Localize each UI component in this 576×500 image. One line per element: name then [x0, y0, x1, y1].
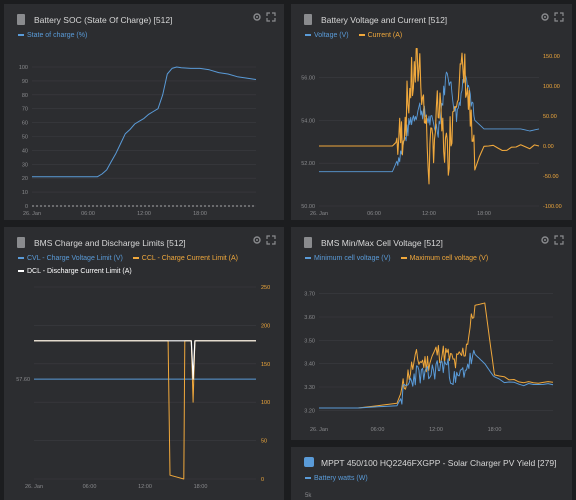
x-tick-label: 12:00: [138, 484, 152, 490]
y-tick-label: 20: [22, 176, 28, 182]
legend-item[interactable]: CCL - Charge Current Limit (A): [132, 255, 238, 262]
voltage-current-panel: Battery Voltage and Current [512] Voltag…: [291, 4, 572, 220]
y-tick-label-right: 50: [261, 439, 267, 445]
y-tick-label: 70: [22, 107, 28, 113]
legend-item[interactable]: Current (A): [358, 32, 402, 39]
x-tick-label: 26. Jan: [310, 427, 328, 433]
database-icon: [304, 237, 312, 248]
y-tick-label-right: 250: [261, 285, 270, 291]
current-series-line: [319, 47, 540, 185]
legend-item[interactable]: DCL - Discharge Current Limit (A): [18, 268, 132, 275]
legend-item[interactable]: State of charge (%): [18, 32, 87, 39]
y-tick-label: 3.30: [304, 385, 315, 391]
database-icon: [304, 14, 312, 25]
x-tick-label: 18:00: [488, 427, 502, 433]
x-tick-label: 06:00: [83, 484, 97, 490]
cells-chart: 3.70 3.60 3.50 3.40 3.30 3.20 26. Jan 06:00 12:0…: [304, 292, 554, 433]
chart-legend: Battery watts (W): [305, 475, 376, 482]
y-tick-label: 30: [22, 162, 28, 168]
y-tick-label: 40: [22, 148, 28, 154]
mppt-panel: MPPT 450/100 HQ2246FXGPP - Solar Charger…: [291, 447, 572, 500]
panel-title: Battery SOC (State Of Charge) [512]: [34, 15, 173, 25]
expand-icon[interactable]: [554, 12, 564, 22]
voltage-series-line: [319, 71, 540, 173]
x-tick-label: 26. Jan: [23, 211, 41, 217]
y-tick-label-right: 100.00: [543, 84, 560, 90]
x-tick-label: 18:00: [193, 211, 207, 217]
gear-icon[interactable]: [540, 12, 550, 22]
y-tick-label: 10: [22, 190, 28, 196]
y-tick-label: 3.70: [304, 292, 315, 298]
x-tick-label: 26. Jan: [25, 484, 43, 490]
y-tick-label: 50.00: [301, 204, 315, 210]
chart-legend: CVL - Charge Voltage Limit (V) CCL - Cha…: [18, 255, 246, 262]
legend-item[interactable]: CVL - Charge Voltage Limit (V): [18, 255, 123, 262]
chart-legend: Minimum cell voltage (V) Maximum cell vo…: [305, 255, 496, 262]
panel-title: Battery Voltage and Current [512]: [321, 15, 448, 25]
y-tick-label-right: 200: [261, 323, 270, 329]
y-tick-label: 57.60: [16, 377, 30, 383]
solar-charger-icon: [304, 457, 314, 467]
gear-icon[interactable]: [540, 235, 550, 245]
y-tick-label: 3.50: [304, 338, 315, 344]
max-cell-series-line: [319, 302, 554, 409]
y-tick-label-right: 150.00: [543, 54, 560, 60]
x-tick-label: 06:00: [81, 211, 95, 217]
y-tick-label: 3.60: [304, 315, 315, 321]
x-tick-label: 06:00: [367, 211, 381, 217]
database-icon: [17, 237, 25, 248]
ccl-series-line: [34, 340, 256, 480]
y-tick-label-right: -50.00: [543, 174, 559, 180]
x-tick-label: 12:00: [429, 427, 443, 433]
y-tick-label-right: -100.00: [543, 204, 562, 210]
y-tick-label: 3.40: [304, 362, 315, 368]
y-tick-label: 90: [22, 79, 28, 85]
x-tick-label: 06:00: [371, 427, 385, 433]
gear-icon[interactable]: [252, 12, 262, 22]
y-tick-label-right: 0.00: [543, 144, 554, 150]
expand-icon[interactable]: [266, 12, 276, 22]
x-tick-label: 18:00: [477, 211, 491, 217]
legend-item[interactable]: Battery watts (W): [305, 475, 368, 482]
y-tick-label-right: 0: [261, 477, 264, 483]
y-tick-label: 80: [22, 93, 28, 99]
database-icon: [17, 14, 25, 25]
y-tick-label-right: 50.00: [543, 114, 557, 120]
soc-series-line: [32, 66, 257, 178]
x-tick-label: 12:00: [137, 211, 151, 217]
gear-icon[interactable]: [252, 235, 262, 245]
y-tick-label: 50: [22, 135, 28, 141]
limits-panel: BMS Charge and Discharge Limits [512] CV…: [4, 227, 284, 500]
y-tick-label: 60: [22, 121, 28, 127]
chart-legend: State of charge (%): [18, 32, 95, 39]
soc-panel: Battery SOC (State Of Charge) [512] Stat…: [4, 4, 284, 220]
x-tick-label: 18:00: [194, 484, 208, 490]
y-tick-label: 0: [25, 204, 28, 210]
expand-icon[interactable]: [266, 235, 276, 245]
y-tick-label: 3.20: [304, 408, 315, 414]
cells-panel: BMS Min/Max Cell Voltage [512] Minimum c…: [291, 227, 572, 440]
y-tick-label: 100: [19, 65, 28, 71]
x-tick-label: 26. Jan: [310, 211, 328, 217]
y-tick-label: 52.00: [301, 161, 315, 167]
y-tick-label: 5k: [305, 493, 312, 499]
panel-title: MPPT 450/100 HQ2246FXGPP - Solar Charger…: [321, 458, 557, 468]
limits-chart: 250 200 150 100 50 0 57.60 26. Jan 06:00 12:00 18:…: [16, 285, 270, 490]
legend-item[interactable]: Voltage (V): [305, 32, 349, 39]
y-tick-label: 56.00: [301, 75, 315, 81]
panel-title: BMS Min/Max Cell Voltage [512]: [321, 238, 443, 248]
y-tick-label-right: 100: [261, 400, 270, 406]
x-tick-label: 12:00: [422, 211, 436, 217]
panel-title: BMS Charge and Discharge Limits [512]: [34, 238, 186, 248]
min-cell-series-line: [319, 349, 554, 409]
expand-icon[interactable]: [554, 235, 564, 245]
legend-item[interactable]: Maximum cell voltage (V): [400, 255, 488, 262]
dcl-series-line: [34, 340, 256, 380]
voltage-current-chart: 56.00 54.00 52.00 50.00 150.00 100.00 50.00 0.0…: [301, 47, 562, 217]
legend-item[interactable]: Minimum cell voltage (V): [305, 255, 391, 262]
y-tick-label: 54.00: [301, 118, 315, 124]
chart-legend: Voltage (V) Current (A): [305, 32, 410, 39]
y-tick-label-right: 150: [261, 362, 270, 368]
